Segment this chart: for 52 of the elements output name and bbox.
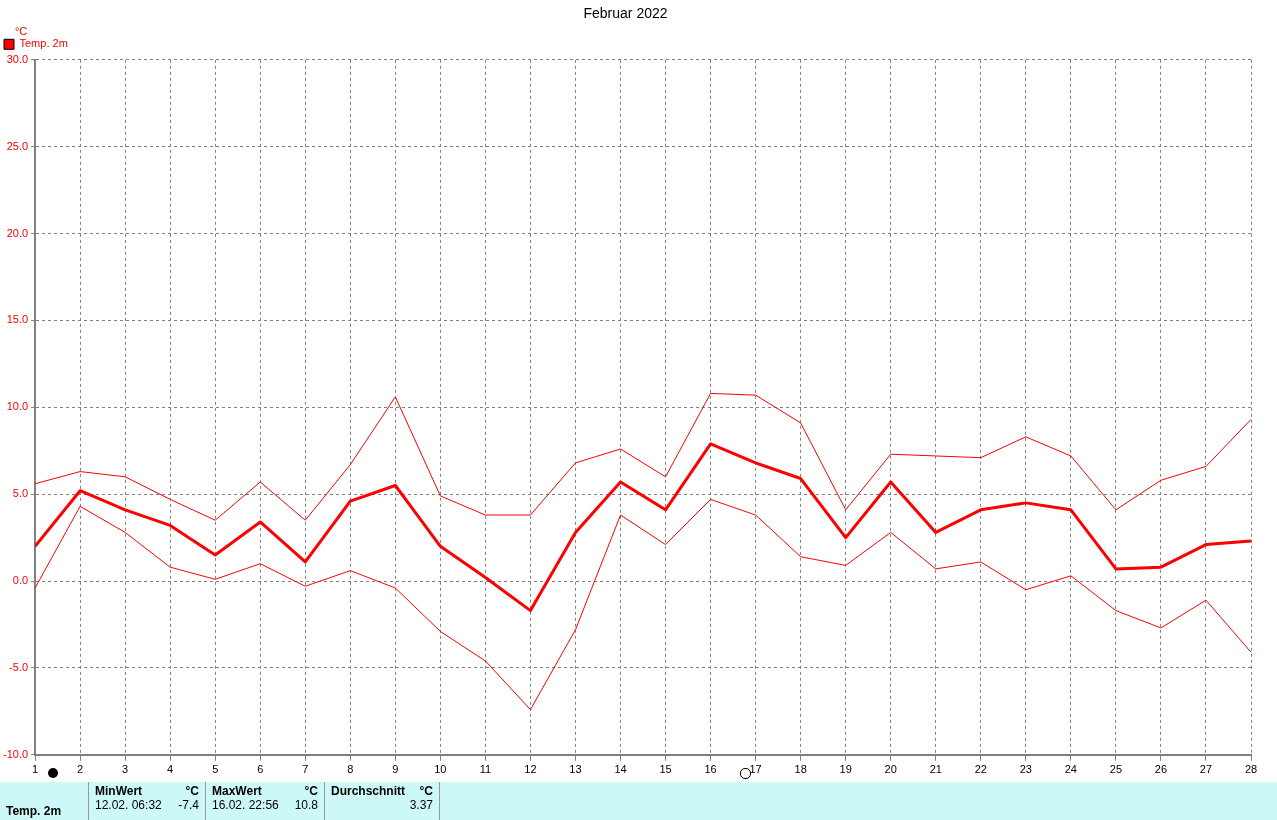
- text: 12.02. 06:32: [95, 798, 162, 812]
- x-tick-label: 18: [794, 763, 807, 776]
- x-tick-label: 8: [347, 763, 354, 776]
- x-tick-label: 20: [884, 763, 897, 776]
- text: Temp. 2m: [6, 804, 62, 818]
- x-tick-label: 21: [929, 763, 942, 776]
- legend-label: Temp. 2m: [19, 37, 68, 50]
- y-tick-label: -5.0: [9, 660, 29, 673]
- x-tick-label: 11: [479, 763, 492, 776]
- text: MinWert: [95, 784, 143, 798]
- text: MaxWert: [212, 784, 262, 798]
- x-tick-label: 13: [569, 763, 582, 776]
- x-tick-label: 23: [1019, 763, 1032, 776]
- x-tick-label: 19: [839, 763, 852, 776]
- x-tick-label: 16: [704, 763, 717, 776]
- text: -7.4: [178, 798, 199, 812]
- y-tick-label: 30.0: [6, 52, 29, 65]
- y-tick-label: 20.0: [6, 226, 29, 239]
- x-tick-label: 27: [1199, 763, 1213, 776]
- x-tick-label: 6: [257, 763, 264, 776]
- x-tick-label: 26: [1154, 763, 1168, 776]
- x-tick-label: 1: [32, 763, 39, 776]
- x-tick-label: 3: [122, 763, 129, 776]
- x-tick-label: 17: [749, 763, 762, 776]
- text: 10.8: [294, 798, 318, 812]
- text: °C: [419, 784, 433, 798]
- text: 16.02. 22:56: [212, 798, 279, 812]
- y-axis-title: °C: [14, 25, 28, 38]
- text: °C: [185, 784, 199, 798]
- y-tick-label: 0.0: [12, 574, 29, 587]
- x-tick-label: 2: [77, 763, 84, 776]
- x-tick-label: 4: [167, 763, 174, 776]
- x-tick-label: 24: [1064, 763, 1077, 776]
- y-tick-label: 5.0: [12, 487, 29, 500]
- x-tick-label: 9: [392, 763, 399, 776]
- x-tick-label: 10: [434, 763, 447, 776]
- x-tick-label: 28: [1244, 763, 1258, 776]
- text: °C: [304, 784, 318, 798]
- y-tick-label: 10.0: [6, 400, 29, 413]
- x-tick-label: 12: [524, 763, 537, 776]
- y-tick-label: 25.0: [6, 139, 29, 152]
- chart-title: Februar 2022: [583, 5, 668, 22]
- text: 3.37: [409, 798, 433, 812]
- x-tick-label: 22: [974, 763, 987, 776]
- x-tick-label: 15: [659, 763, 672, 776]
- y-tick-label: 15.0: [6, 313, 29, 326]
- x-tick-label: 5: [212, 763, 219, 776]
- x-tick-label: 25: [1109, 763, 1123, 776]
- x-tick-label: 14: [614, 763, 627, 776]
- x-tick-label: 7: [302, 763, 309, 776]
- y-tick-label: -10.0: [2, 747, 29, 760]
- text: Durchschnitt: [331, 784, 406, 798]
